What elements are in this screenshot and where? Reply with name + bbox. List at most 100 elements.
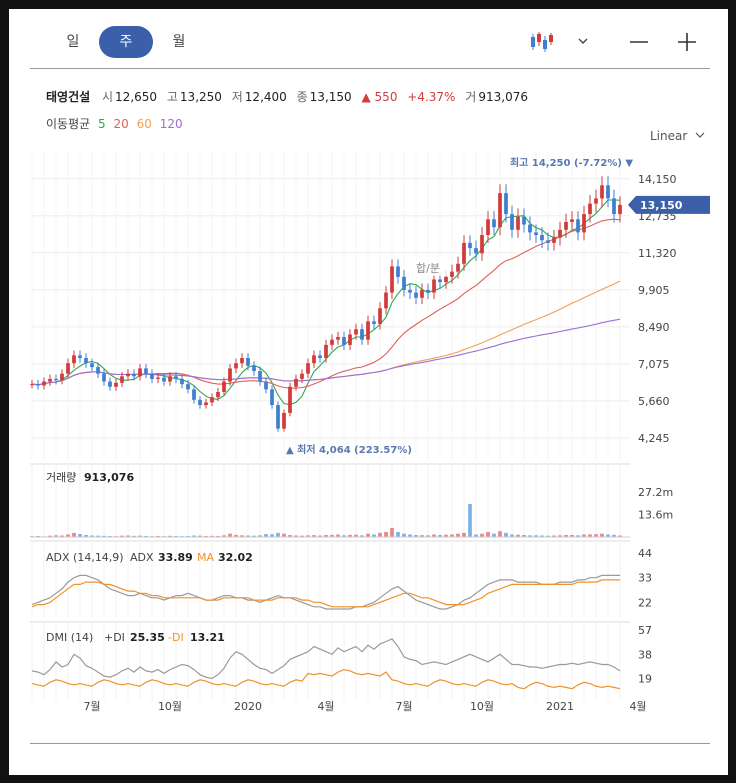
volume-bar xyxy=(234,534,238,537)
candle-body xyxy=(300,373,304,379)
candle-body xyxy=(468,242,472,249)
candle-body xyxy=(96,367,100,374)
candle-body xyxy=(504,193,508,215)
volume-bar xyxy=(576,535,580,537)
candle-body xyxy=(492,219,496,228)
dmi-axis-label: 38 xyxy=(638,648,652,661)
volume-bar xyxy=(240,535,244,537)
volume-bar xyxy=(78,534,82,537)
candle-body xyxy=(450,271,454,277)
chevron-down-icon[interactable] xyxy=(576,30,590,54)
volume-bar xyxy=(102,535,106,537)
x-axis-label: 4월 xyxy=(317,700,334,713)
volume-bar xyxy=(210,535,214,537)
minus-di-value: 13.21 xyxy=(190,631,225,644)
candle-body xyxy=(228,368,232,382)
candle-body xyxy=(510,214,514,230)
low-label: 저 xyxy=(231,90,243,104)
volume-bar xyxy=(552,535,556,537)
high-annotation: 최고 14,250 (-7.72%) ▼ xyxy=(510,156,633,169)
minus-di-line xyxy=(31,668,621,690)
volume-bar xyxy=(450,534,454,537)
volume-bar xyxy=(402,533,406,537)
candle-body xyxy=(600,185,604,199)
volume-bar xyxy=(342,535,346,537)
volume-label: 거 xyxy=(465,90,477,104)
candle-body xyxy=(192,389,196,400)
candle-body xyxy=(444,276,448,283)
close-label: 종 xyxy=(296,90,308,104)
candle-body xyxy=(402,276,406,290)
candle-body xyxy=(576,219,580,233)
minus-di-label: -DI xyxy=(168,631,184,644)
x-axis-label: 2021 xyxy=(546,700,574,713)
candle-body xyxy=(276,405,280,429)
volume-bar xyxy=(528,535,532,537)
candle-body xyxy=(90,363,94,368)
candle-body xyxy=(150,373,154,379)
moving-average-60-line xyxy=(31,280,621,386)
candle-body xyxy=(264,381,268,390)
volume-bar xyxy=(606,534,610,537)
candle-body xyxy=(294,378,298,387)
volume-bar xyxy=(258,535,262,537)
candle-body xyxy=(72,355,76,364)
plus-di-line xyxy=(31,638,621,680)
moving-average-120-line xyxy=(31,318,621,386)
period-tabs: 일 주 월 xyxy=(30,26,710,58)
x-axis-label: 4월 xyxy=(629,700,646,713)
candle-body xyxy=(534,232,538,236)
candle-body xyxy=(168,376,172,382)
volume-bar xyxy=(60,535,64,537)
candle-body xyxy=(312,355,316,364)
candle-body xyxy=(144,368,148,374)
tab-day[interactable]: 일 xyxy=(66,34,80,50)
candle-body xyxy=(108,381,112,387)
price-axis-label: 4,245 xyxy=(638,432,670,445)
ma-period-60: 60 xyxy=(136,117,152,131)
price-axis-label: 8,490 xyxy=(638,321,670,334)
scale-dropdown[interactable]: Linear xyxy=(650,129,706,143)
volume-bar xyxy=(474,534,478,537)
volume-bar xyxy=(372,534,376,537)
tab-month[interactable]: 월 xyxy=(172,34,186,50)
candle-body xyxy=(114,382,118,387)
volume-bar xyxy=(282,533,286,537)
volume-bar xyxy=(582,534,586,537)
plus-icon[interactable] xyxy=(676,30,698,54)
header-divider xyxy=(30,68,710,69)
candle-body xyxy=(288,386,292,413)
candle-body xyxy=(138,368,142,377)
high-value: 13,250 xyxy=(179,90,222,104)
ma-period-120: 120 xyxy=(159,117,183,131)
candlestick-icon[interactable] xyxy=(529,30,555,54)
volume-bar xyxy=(312,535,316,537)
volume-bar xyxy=(612,534,616,537)
minus-icon[interactable] xyxy=(628,30,650,54)
volume-bar xyxy=(492,533,496,537)
volume-bar xyxy=(348,534,352,537)
open-value: 12,650 xyxy=(115,90,158,104)
volume-bar xyxy=(300,535,304,537)
current-price-tag xyxy=(628,195,710,214)
scale-mode-label: Linear xyxy=(650,129,688,143)
volume-title: 거래량 xyxy=(46,471,76,484)
volume-bar xyxy=(384,532,388,537)
tab-week[interactable]: 주 xyxy=(99,26,153,58)
volume-bar xyxy=(420,535,424,537)
volume-bar xyxy=(366,533,370,537)
volume-bar xyxy=(540,535,544,537)
volume-bar xyxy=(408,534,412,537)
adx-axis-label: 22 xyxy=(638,596,652,609)
candle-body xyxy=(552,237,556,243)
dmi-title: DMI (14) xyxy=(46,631,93,644)
volume-bar xyxy=(504,532,508,537)
candle-body xyxy=(612,198,616,215)
quote-summary: 태영건설 시 12,650 고 13,250 저 12,400 종 13,150 ▲ 5… xyxy=(46,88,534,105)
candle-body xyxy=(222,381,226,392)
moving-average-20-line xyxy=(31,218,621,389)
volume-bar xyxy=(378,532,382,537)
volume-bar xyxy=(534,535,538,537)
change-percent: +4.37% xyxy=(407,90,456,104)
